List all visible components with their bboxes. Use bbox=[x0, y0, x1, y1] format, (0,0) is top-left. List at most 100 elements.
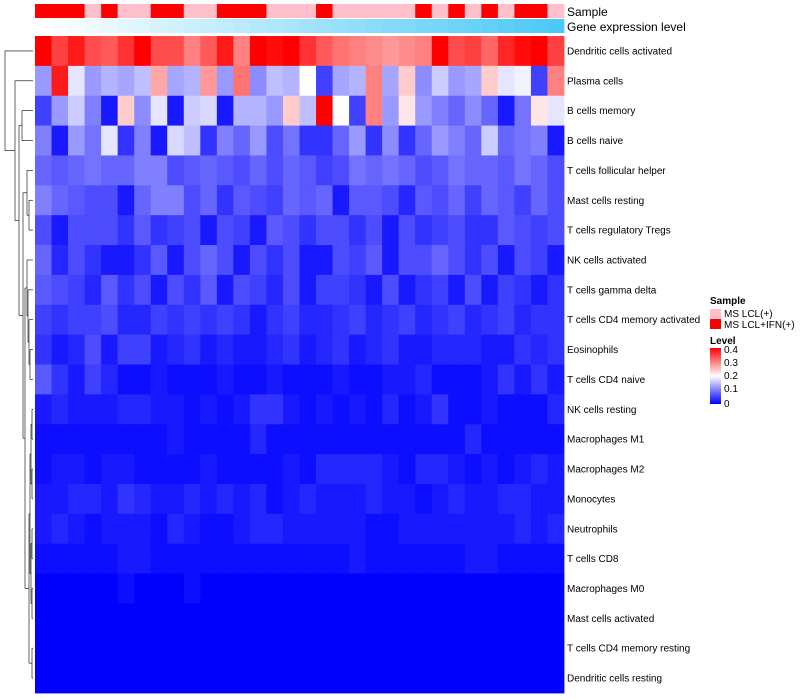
sample-annotation-cell bbox=[365, 4, 383, 18]
heatmap-cell bbox=[448, 245, 466, 276]
heatmap-cell bbox=[150, 185, 168, 216]
gene-expression-annotation-cell bbox=[134, 19, 152, 33]
heatmap-cell bbox=[431, 483, 449, 515]
heatmap-cell bbox=[183, 663, 201, 694]
gene-expression-annotation-cell bbox=[415, 19, 433, 33]
heatmap-cell bbox=[448, 454, 466, 485]
heatmap-cell bbox=[497, 95, 515, 126]
legend-label-ms-lcl: MS LCL(+) bbox=[724, 309, 773, 320]
heatmap-cell bbox=[530, 304, 548, 336]
heatmap-cell bbox=[349, 633, 367, 664]
heatmap-cell bbox=[282, 603, 300, 634]
heatmap-cell bbox=[101, 185, 119, 216]
gene-expression-annotation-cell bbox=[282, 19, 300, 33]
sample-annotation-cell bbox=[464, 4, 482, 18]
heatmap-cell bbox=[68, 245, 85, 276]
heatmap-cell bbox=[349, 334, 367, 365]
heatmap-cell bbox=[35, 454, 52, 485]
heatmap-cell bbox=[150, 663, 168, 694]
heatmap-cell bbox=[101, 334, 119, 365]
heatmap-cell bbox=[216, 633, 234, 664]
sample-annotation-cell bbox=[150, 4, 168, 18]
heatmap-cell bbox=[150, 603, 168, 634]
heatmap-cell bbox=[530, 424, 548, 455]
heatmap-cell bbox=[547, 663, 565, 694]
heatmap-cell bbox=[398, 663, 416, 694]
heatmap-cell bbox=[249, 483, 267, 515]
heatmap-cell bbox=[448, 185, 466, 216]
heatmap-cell bbox=[200, 155, 218, 186]
heatmap-cell bbox=[134, 185, 152, 216]
heatmap-cell bbox=[51, 454, 69, 485]
heatmap-cell bbox=[249, 274, 267, 306]
heatmap-cell bbox=[316, 245, 333, 276]
heatmap-cell bbox=[101, 424, 119, 455]
heatmap-cell bbox=[200, 573, 218, 604]
gene-expression-annotation-cell bbox=[266, 19, 284, 33]
heatmap-cell bbox=[117, 304, 135, 336]
heatmap-cell bbox=[299, 394, 317, 425]
heatmap-cell bbox=[134, 454, 152, 485]
heatmap-cell bbox=[464, 483, 482, 515]
gene-expression-annotation-cell bbox=[216, 19, 234, 33]
heatmap-cell bbox=[68, 274, 85, 306]
heatmap-cell bbox=[51, 543, 69, 574]
heatmap-cell bbox=[150, 95, 168, 126]
heatmap-cell bbox=[266, 334, 284, 365]
heatmap-cell bbox=[35, 603, 52, 634]
heatmap-cell bbox=[398, 95, 416, 126]
heatmap-cell bbox=[282, 334, 300, 365]
heatmap-cell bbox=[68, 334, 85, 365]
heatmap-cell bbox=[349, 543, 367, 574]
heatmap-cell bbox=[183, 394, 201, 425]
heatmap-cell bbox=[167, 394, 185, 425]
heatmap-cell bbox=[150, 483, 168, 515]
heatmap-cell bbox=[299, 125, 317, 156]
heatmap-cell bbox=[233, 215, 251, 246]
heatmap-cell bbox=[514, 663, 532, 694]
legends: Sample MS LCL(+) MS LCL+IFN(+) Level 0.4… bbox=[710, 296, 795, 410]
heatmap-cell bbox=[415, 304, 433, 336]
gene-expression-annotation-cell bbox=[51, 19, 69, 33]
heatmap-cell bbox=[514, 603, 532, 634]
heatmap-cell bbox=[35, 334, 52, 365]
heatmap-cell bbox=[530, 245, 548, 276]
heatmap-cell bbox=[134, 274, 152, 306]
heatmap-cell bbox=[216, 36, 234, 67]
heatmap-cell bbox=[481, 125, 499, 156]
row-label-eosinophils: Eosinophils bbox=[567, 345, 618, 356]
heatmap-cell bbox=[398, 65, 416, 97]
heatmap-cell bbox=[167, 36, 185, 67]
heatmap-cell bbox=[249, 364, 267, 395]
heatmap-cell bbox=[68, 573, 85, 604]
heatmap-cell bbox=[68, 65, 85, 97]
heatmap-cell bbox=[266, 543, 284, 574]
heatmap-cell bbox=[514, 334, 532, 365]
heatmap-cell bbox=[150, 334, 168, 365]
gene-expression-annotation-cell bbox=[117, 19, 135, 33]
heatmap-cell bbox=[84, 185, 102, 216]
sample-annotation-cell bbox=[68, 4, 85, 18]
heatmap-cell bbox=[68, 424, 85, 455]
gene-expression-annotation-cell bbox=[299, 19, 317, 33]
heatmap-cell bbox=[51, 394, 69, 425]
heatmap-cell bbox=[134, 334, 152, 365]
heatmap-cell bbox=[332, 543, 350, 574]
heatmap-cell bbox=[266, 155, 284, 186]
heatmap-cell bbox=[266, 483, 284, 515]
sample-annotation-cell bbox=[547, 4, 565, 18]
heatmap-cell bbox=[299, 513, 317, 545]
heatmap-cell bbox=[35, 304, 52, 336]
level-tick-0-3: 0.3 bbox=[724, 358, 738, 369]
heatmap-cell bbox=[415, 125, 433, 156]
heatmap-cell bbox=[167, 364, 185, 395]
heatmap-cell bbox=[448, 36, 466, 67]
heatmap-cell bbox=[266, 394, 284, 425]
row-label-macrophages-m1: Macrophages M1 bbox=[567, 435, 645, 446]
heatmap-cell bbox=[332, 304, 350, 336]
heatmap-cell bbox=[117, 573, 135, 604]
heatmap-cell bbox=[282, 95, 300, 126]
heatmap-cell bbox=[431, 334, 449, 365]
heatmap-cell bbox=[134, 125, 152, 156]
heatmap-cell bbox=[134, 155, 152, 186]
